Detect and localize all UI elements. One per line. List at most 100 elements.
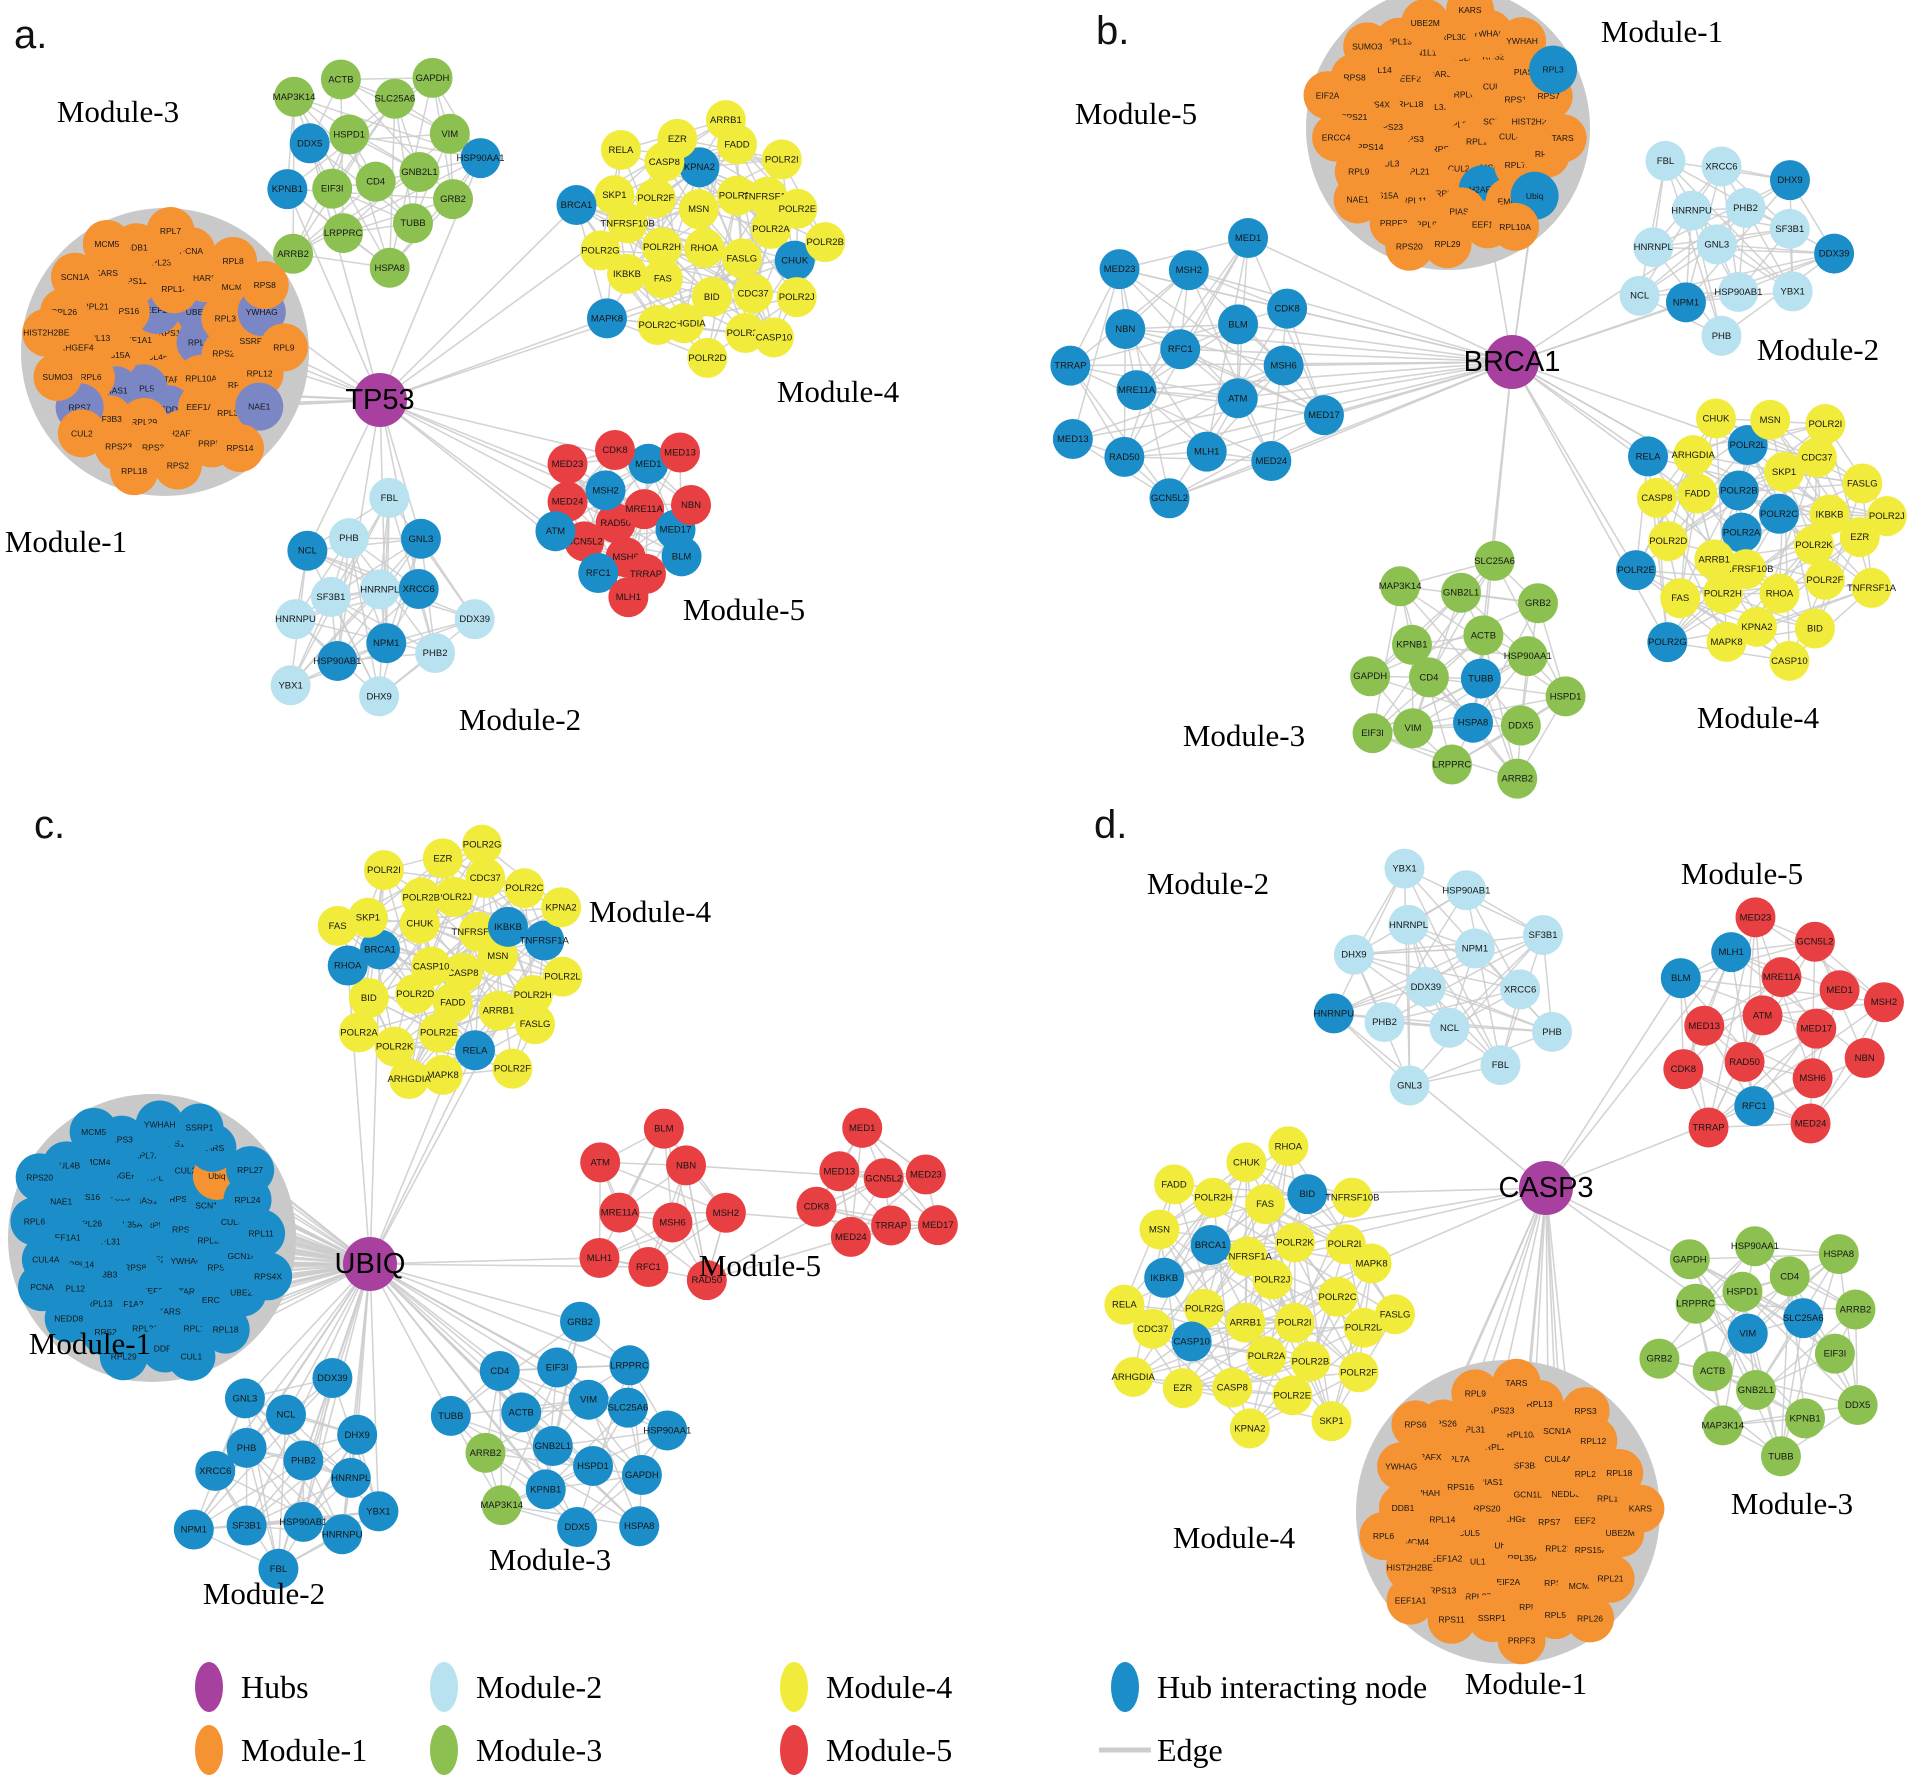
edge [1353, 954, 1501, 1066]
node-label-TUBB: TUBB [1768, 1451, 1793, 1462]
node-label-RPL29: RPL29 [1575, 1469, 1601, 1479]
node-label-POLR2L: POLR2L [1328, 1239, 1364, 1250]
node-label-CUL5: CUL5 [1458, 1528, 1480, 1538]
node-label-VIM: VIM [1405, 723, 1422, 734]
edge [1353, 947, 1475, 956]
node-label-RPL13: RPL13 [84, 333, 110, 343]
node-label-RPL13: RPL13 [87, 1298, 113, 1308]
edge [1371, 586, 1401, 734]
labels-layer: a. Module-3 Module-4 Module-1 Module-2 Module… [5, 9, 1879, 1775]
node-label-GNB2L1: GNB2L1 [1443, 588, 1479, 599]
node-label-RPL6: RPL6 [24, 1216, 46, 1226]
node-label-POLR2C: POLR2C [1760, 509, 1798, 520]
node-label-MSN: MSN [487, 951, 508, 962]
node-label-H2AFX: H2AFX [1469, 184, 1497, 194]
node-RPL10A [1491, 202, 1540, 251]
node-label-MAP3K14: MAP3K14 [1379, 581, 1422, 592]
node-label-MED13: MED13 [824, 1166, 856, 1177]
module-label-a-m2: Module-2 [459, 702, 581, 737]
node-label-RPL26: RPL26 [76, 1218, 102, 1228]
node-BRCA1 [360, 929, 401, 970]
node-label-MED13: MED13 [1057, 434, 1089, 445]
node-label-RAD50: RAD50 [1109, 452, 1140, 463]
node-BLM [1218, 304, 1259, 345]
edge [1720, 166, 1740, 292]
node-label-SUMO3: SUMO3 [42, 372, 73, 382]
node-label-SF3B1: SF3B1 [1775, 224, 1804, 235]
module-label-a-m4: Module-4 [777, 374, 900, 409]
node-label-GAPDH: GAPDH [1673, 1254, 1707, 1265]
node-HSP90AB1 [317, 640, 358, 681]
node-label-NPM1: NPM1 [373, 638, 399, 649]
node-label-POLR2I: POLR2I [1808, 419, 1842, 430]
node-POLR2E [1272, 1375, 1313, 1416]
node-GRB2 [1639, 1338, 1680, 1379]
node-label-POLR2F: POLR2F [494, 1064, 531, 1075]
node-label-RPL6: RPL6 [80, 372, 102, 382]
edge [245, 1263, 371, 1526]
node-label-MSN: MSN [688, 204, 709, 215]
node-label-MCM5: MCM5 [81, 1127, 106, 1137]
edge [1482, 635, 1518, 779]
node-label-RPS13: RPS13 [207, 1262, 234, 1272]
node-label-SF3B1: SF3B1 [232, 1521, 261, 1532]
edge [1237, 361, 1513, 400]
node-label-IKBKB: IKBKB [1815, 510, 1843, 521]
node-label-POLR2C: POLR2C [1319, 1292, 1357, 1303]
node-label-MED24: MED24 [1795, 1119, 1827, 1130]
edge [285, 1263, 371, 1416]
legend-label-0-1: Module-2 [476, 1669, 602, 1705]
node-label-GCN5L2: GCN5L2 [1151, 493, 1188, 504]
node-label-IKBKB: IKBKB [494, 922, 522, 933]
node-label-RHOA: RHOA [334, 961, 362, 972]
node-label-ATM: ATM [546, 526, 565, 537]
node-label-NBN: NBN [676, 1160, 696, 1171]
node-MED1 [842, 1107, 883, 1148]
node-CD4 [355, 161, 396, 202]
node-label-YWHAG: YWHAG [246, 307, 278, 317]
node-GNB2L1 [399, 152, 440, 193]
node-MED17 [1303, 395, 1344, 436]
module-label-d-m4: Module-4 [1173, 1520, 1296, 1555]
node-label-IKBKB: IKBKB [1150, 1273, 1178, 1284]
node-TUBB [1760, 1436, 1801, 1477]
node-label-MED23: MED23 [910, 1169, 942, 1180]
node-label-MED17: MED17 [922, 1220, 954, 1231]
node-label-RPL13: RPL13 [1527, 1399, 1553, 1409]
node-SSRP1 [175, 1103, 224, 1152]
node-label-HIST2H2BE: HIST2H2BE [1387, 1562, 1434, 1572]
node-HNRNPL [1633, 227, 1674, 268]
node-EIF3I [1352, 713, 1393, 754]
node-label-RPL23: RPL23 [1545, 1544, 1571, 1554]
node-label-RPL23: RPL23 [1446, 120, 1472, 130]
edge [1409, 1031, 1553, 1087]
node-label-POLR2I: POLR2I [367, 865, 401, 876]
node-label-RPS14: RPS14 [227, 443, 254, 453]
hub-UBIQ: UBIQ [335, 1237, 405, 1291]
node-label-RPL14: RPL14 [1429, 1514, 1455, 1524]
module-label-b-m1: Module-1 [1601, 14, 1723, 49]
node-POLR2G [1647, 622, 1688, 663]
node-KPNB1 [1785, 1398, 1826, 1439]
node-HNRNPL [330, 1457, 371, 1498]
node-label-CASP10: CASP10 [413, 962, 449, 973]
node-label-GNB2L1: GNB2L1 [401, 167, 437, 178]
node-label-XRCC6: XRCC6 [403, 584, 435, 595]
node-label-GNL3: GNL3 [1704, 239, 1729, 250]
node-GRB2 [433, 179, 474, 220]
legend-swatch-module1 [195, 1725, 223, 1775]
node-label-RPL30: RPL30 [1519, 1602, 1545, 1612]
node-label-YWHAH: YWHAH [144, 1119, 176, 1129]
edge [290, 588, 381, 686]
legend-swatch-module3 [430, 1725, 458, 1775]
node-label-POLR2C: POLR2C [505, 883, 543, 894]
node-label-DDX5: DDX5 [1508, 721, 1533, 732]
node-MAPK8 [586, 298, 627, 339]
node-RPL9 [259, 323, 308, 372]
node-MLH1 [1711, 932, 1752, 973]
node-label-CUL4A: CUL4A [32, 1255, 60, 1265]
node-label-SCN1A: SCN1A [61, 272, 90, 282]
node-KARS [1446, 0, 1495, 34]
node-label-MED1: MED1 [849, 1123, 875, 1134]
node-label-NBN: NBN [681, 500, 701, 511]
